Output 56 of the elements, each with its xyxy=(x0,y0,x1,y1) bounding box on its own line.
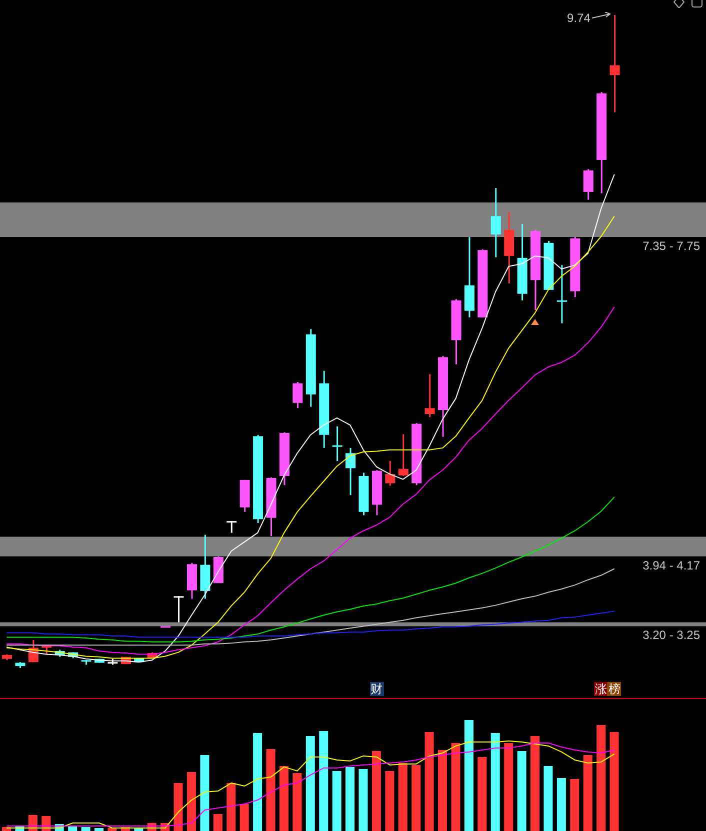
bar xyxy=(478,756,487,831)
bar xyxy=(226,783,236,831)
bar xyxy=(240,804,249,831)
bar xyxy=(385,770,394,831)
bar xyxy=(306,736,315,831)
bar xyxy=(319,730,328,831)
candlestick xyxy=(174,595,184,624)
bar xyxy=(517,750,526,831)
bar xyxy=(358,768,368,831)
bar xyxy=(292,772,302,831)
bar xyxy=(424,732,434,831)
bar xyxy=(583,754,592,831)
annotation: 9.74 xyxy=(566,11,590,25)
bar xyxy=(213,814,222,831)
candlestick xyxy=(385,460,396,487)
band-label: 7.35 - 7.75 xyxy=(642,239,700,254)
bar xyxy=(490,732,500,831)
text: 涨 xyxy=(594,682,608,696)
bar xyxy=(451,742,460,831)
bar xyxy=(279,766,288,831)
candlestick xyxy=(583,168,594,201)
candlestick xyxy=(610,15,620,114)
candlestick xyxy=(346,447,356,496)
candlestick xyxy=(292,381,303,409)
bar xyxy=(398,762,408,831)
bar xyxy=(530,736,540,831)
bar xyxy=(544,766,553,831)
band-label: 3.94 - 4.17 xyxy=(642,558,700,572)
bar xyxy=(108,828,117,831)
candlestick xyxy=(556,264,567,324)
bar xyxy=(596,724,606,831)
bar xyxy=(332,770,342,831)
text: 财 xyxy=(370,682,384,696)
bar xyxy=(186,772,196,831)
band-label: 3.20 - 3.25 xyxy=(642,628,700,642)
text: 榜 xyxy=(607,682,622,696)
bar xyxy=(200,754,210,831)
bar xyxy=(412,764,421,831)
bar xyxy=(438,750,448,831)
bar xyxy=(610,732,619,831)
bar xyxy=(570,779,580,831)
bar xyxy=(556,778,566,831)
candlestick xyxy=(490,187,501,258)
bar xyxy=(253,732,262,831)
bar xyxy=(464,720,474,831)
bar xyxy=(81,827,90,831)
bar xyxy=(266,748,276,831)
bar xyxy=(174,783,183,831)
bar xyxy=(372,750,381,831)
candlestick xyxy=(398,433,408,477)
candlestick xyxy=(226,520,237,534)
bar xyxy=(94,828,104,831)
candlestick xyxy=(332,426,342,462)
candlestick xyxy=(424,373,435,418)
bar xyxy=(504,742,514,831)
bar xyxy=(346,766,355,831)
